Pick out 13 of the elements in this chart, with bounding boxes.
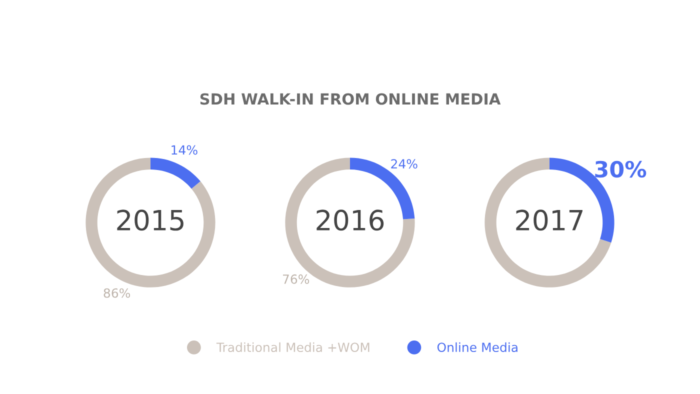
data-label: 86% — [104, 288, 130, 298]
donut-slice — [86, 158, 216, 288]
text: 2015 — [117, 210, 184, 231]
donut-slice — [150, 158, 200, 189]
data-label: 14% — [172, 145, 198, 155]
text: 2017 — [516, 210, 582, 231]
chart-title: SDH WALK-IN FROM ONLINE MEDIA — [200, 93, 501, 105]
data-label: 76% — [283, 274, 310, 284]
data-label: 30% — [595, 160, 646, 178]
data-label: 24% — [391, 159, 418, 169]
text: 2016 — [316, 210, 384, 231]
legend-label: Traditional Media +WOM — [216, 342, 370, 352]
legend-label: Online Media — [437, 342, 518, 352]
